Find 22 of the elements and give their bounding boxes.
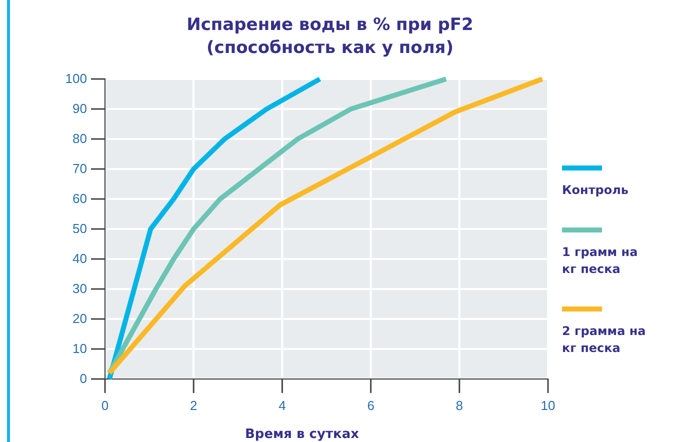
y-tick-label: 0	[80, 371, 87, 386]
x-tick-label: 2	[190, 398, 198, 414]
x-tick-label: 10	[540, 398, 556, 414]
chart-title: Испарение воды в % при pF2 (способность как у поля)	[186, 15, 474, 58]
x-tick-label: 0	[101, 398, 109, 414]
x-tick-label: 8	[456, 398, 464, 414]
y-tick-label: 80	[72, 131, 87, 146]
legend-label: 2 грамма на кг песка	[562, 324, 646, 355]
y-tick-label: 60	[72, 191, 87, 206]
y-tick-label: 50	[72, 221, 87, 236]
legend-label: Контроль	[562, 183, 629, 197]
x-tick-label: 4	[278, 398, 286, 414]
x-tick-label: 6	[367, 398, 374, 414]
y-tick-label: 40	[72, 251, 87, 266]
y-tick-label: 20	[72, 311, 87, 326]
y-tick-label: 30	[72, 281, 87, 296]
y-tick-label: 70	[72, 161, 87, 176]
y-tick-label: 10	[72, 341, 87, 356]
y-tick-label: 100	[65, 71, 87, 86]
y-tick-label: 90	[72, 101, 87, 116]
x-axis-title: Время в сутках	[245, 427, 360, 442]
legend-label: 1 грамм на кг песка	[562, 245, 638, 276]
